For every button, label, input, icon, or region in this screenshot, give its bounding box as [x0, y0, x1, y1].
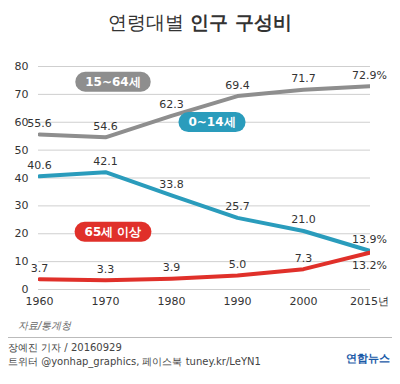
html-text:트위터 @yonhap_graphics, 페이스북 tun: 트위터 @yonhap_graphics, 페이스북 tuney.kr/LeYN… — [8, 356, 261, 367]
svg-text:3.7: 3.7 — [31, 262, 49, 275]
html-text:장예진 기자 / 20160929: 장예진 기자 / 20160929 — [8, 342, 122, 353]
svg-text:60: 60 — [14, 115, 29, 129]
svg-text:1980: 1980 — [158, 295, 186, 308]
svg-text:65세 이상: 65세 이상 — [85, 225, 142, 239]
svg-text:71.7: 71.7 — [291, 72, 316, 85]
svg-text:70: 70 — [15, 88, 29, 101]
svg-text:40: 40 — [15, 172, 29, 185]
svg-text:1960: 1960 — [26, 295, 54, 308]
svg-text:40.6: 40.6 — [27, 159, 52, 172]
svg-text:15~64세: 15~64세 — [85, 75, 140, 89]
svg-text:5.0: 5.0 — [229, 258, 247, 271]
svg-text:13.2%: 13.2% — [352, 259, 387, 272]
svg-text:20: 20 — [15, 227, 29, 240]
svg-text:7.3: 7.3 — [295, 252, 313, 265]
svg-text:62.3: 62.3 — [159, 98, 184, 111]
svg-text:72.9%: 72.9% — [352, 69, 387, 82]
svg-text:30: 30 — [15, 199, 29, 212]
svg-text:3.3: 3.3 — [97, 263, 115, 276]
svg-text:80: 80 — [15, 60, 29, 73]
html-text:연령대별인구 구성비: 연령대별인구 구성비 — [108, 11, 292, 33]
svg-text:1990: 1990 — [224, 295, 252, 308]
svg-text:0~14세: 0~14세 — [188, 115, 235, 129]
svg-text:25.7: 25.7 — [225, 200, 250, 213]
html-text:자료/통계청: 자료/통계청 — [18, 320, 72, 331]
html-text:연합뉴스: 연합뉴스 — [346, 352, 390, 365]
svg-text:13.9%: 13.9% — [352, 233, 387, 246]
svg-text:54.6: 54.6 — [93, 120, 118, 133]
svg-text:3.9: 3.9 — [163, 261, 181, 274]
svg-text:2015년: 2015년 — [350, 295, 389, 308]
svg-text:50: 50 — [15, 144, 29, 157]
svg-text:69.4: 69.4 — [225, 79, 250, 92]
svg-text:33.8: 33.8 — [159, 178, 184, 191]
svg-text:21.0: 21.0 — [291, 213, 316, 226]
svg-text:2000: 2000 — [290, 295, 318, 308]
svg-text:42.1: 42.1 — [93, 155, 118, 168]
svg-text:0: 0 — [22, 283, 29, 296]
svg-text:55.6: 55.6 — [27, 117, 52, 130]
svg-text:1970: 1970 — [92, 295, 120, 308]
svg-text:10: 10 — [15, 255, 29, 268]
